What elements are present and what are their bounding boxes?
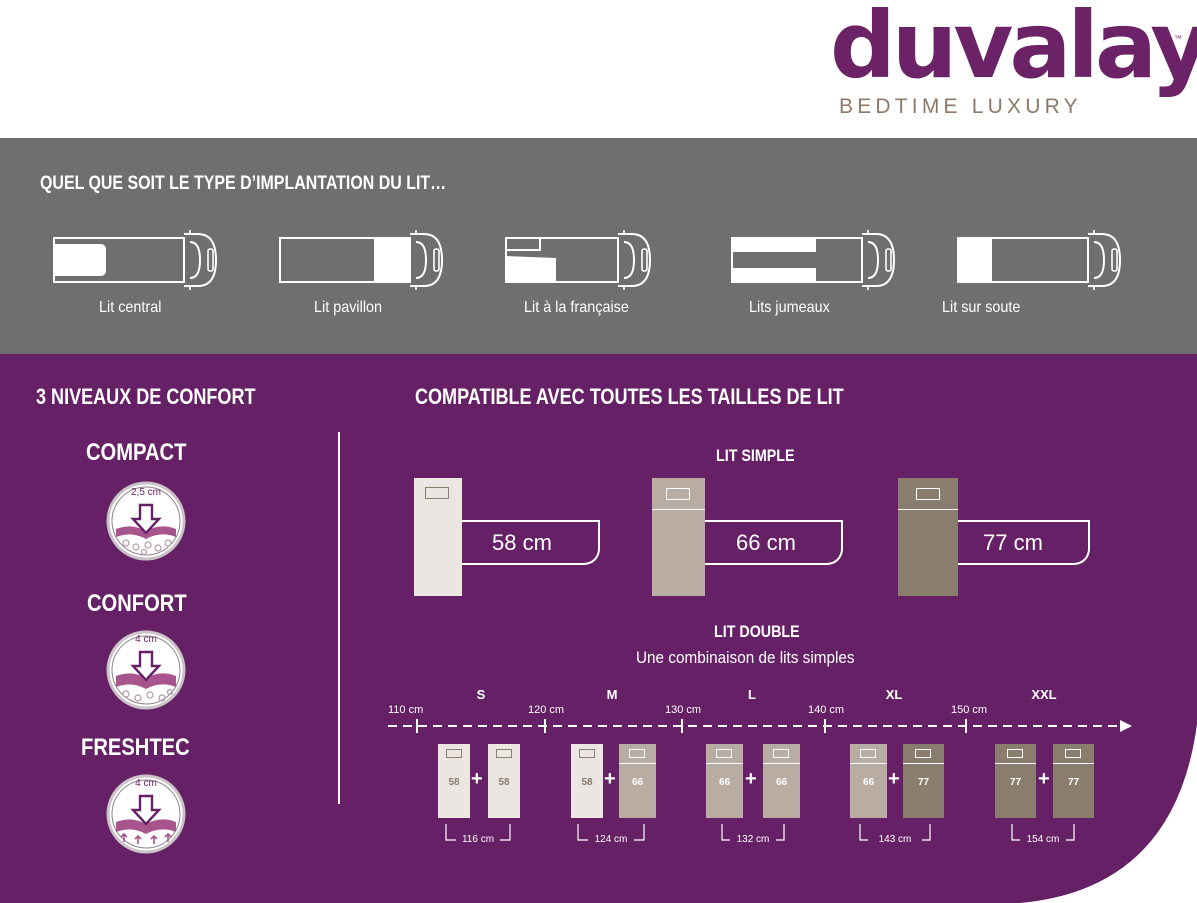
tier-s: S — [476, 687, 486, 702]
combo-s-bed-b: 58 — [488, 744, 520, 818]
layout-label-lits-jumeaux: Lits jumeaux — [749, 299, 830, 316]
combo-l-total: 132 cm — [736, 834, 770, 845]
level-confort-title: CONFORT — [86, 590, 187, 617]
freshtec-thickness: 4 cm — [135, 778, 157, 789]
single-bed-66 — [652, 478, 705, 596]
comfort-title: 3 NIVEAUX DE CONFORT — [36, 384, 256, 409]
combo-xxl-plus: + — [1038, 768, 1050, 790]
pillow-icon — [1007, 749, 1023, 758]
single-bed-title: LIT SIMPLE — [716, 446, 795, 465]
double-bed-subtitle: Une combinaison de lits simples — [636, 648, 855, 667]
compact-badge-icon — [106, 481, 186, 561]
combo-xl-plus: + — [888, 768, 900, 790]
layout-label-lit-soute: Lit sur soute — [942, 299, 1021, 316]
layout-icon-lit-francaise — [505, 229, 651, 291]
purple-panel: 3 NIVEAUX DE CONFORT COMPACT CONFORT FRE… — [0, 354, 1197, 903]
scale-tick-140: 140 cm — [808, 704, 845, 716]
combo-xxl-b-value: 77 — [1067, 777, 1080, 788]
single-width-box-66 — [705, 520, 843, 565]
combo-s-bed-a: 58 — [438, 744, 470, 818]
combo-xl-b-value: 77 — [917, 777, 930, 788]
layout-section-title: QUEL QUE SOIT LE TYPE D’IMPLANTATION DU … — [40, 173, 447, 194]
double-bed-title: LIT DOUBLE — [714, 622, 800, 641]
pillow-icon — [629, 749, 645, 758]
layout-icon-lit-central — [53, 229, 217, 291]
combo-m-plus: + — [604, 768, 616, 790]
level-compact-title: COMPACT — [86, 439, 187, 466]
single-width-66: 66 cm — [736, 530, 796, 555]
purple-panel-background — [0, 354, 1197, 903]
combo-xl-bed-b: 77 — [903, 744, 944, 818]
size-scale-arrow — [388, 719, 1132, 733]
layout-icon-lits-jumeaux — [731, 229, 895, 291]
pillow-icon — [425, 487, 449, 499]
layout-label-lit-pavillon: Lit pavillon — [314, 299, 383, 316]
pillow-icon — [916, 488, 940, 500]
tier-l: L — [748, 687, 756, 702]
combo-s-plus: + — [471, 768, 483, 790]
combo-l-bed-a: 66 — [706, 744, 743, 818]
single-bed-58 — [414, 478, 462, 596]
layout-icon-lit-pavillon — [279, 229, 443, 291]
single-width-77: 77 cm — [983, 530, 1043, 555]
combo-xxl-bed-b: 77 — [1053, 744, 1094, 818]
scale-tick-120: 120 cm — [528, 704, 565, 716]
combo-l-plus: + — [745, 768, 757, 790]
layout-icon-lit-soute — [957, 229, 1121, 291]
pillow-icon — [446, 749, 462, 758]
layout-label-lit-central: Lit central — [99, 299, 162, 316]
combo-xxl-bed-a: 77 — [995, 744, 1036, 818]
combo-m-bed-a: 58 — [571, 744, 603, 818]
combo-m-bed-b: 66 — [619, 744, 656, 818]
combo-xl-bed-a: 66 — [850, 744, 887, 818]
combo-xxl-total: 154 cm — [1026, 834, 1060, 845]
layout-label-lit-francaise: Lit à la française — [523, 299, 629, 316]
pillow-icon — [579, 749, 595, 758]
combo-xl-total: 143 cm — [878, 834, 912, 845]
combo-xl-a-value: 66 — [862, 777, 875, 788]
pillow-icon — [1065, 749, 1081, 758]
layout-icons — [53, 229, 1121, 291]
comfort-badges — [106, 432, 340, 854]
sizes-title: COMPATIBLE AVEC TOUTES LES TAILLES DE LI… — [415, 384, 844, 409]
pillow-icon — [860, 749, 876, 758]
combo-s-b-value: 58 — [498, 777, 510, 788]
level-freshtec-title: FRESHTEC — [81, 734, 190, 761]
scale-tick-130: 130 cm — [665, 704, 702, 716]
tier-xl: XL — [885, 687, 903, 702]
combo-xxl-a-value: 77 — [1009, 777, 1022, 788]
pillow-icon — [666, 488, 690, 500]
confort-badge-icon — [106, 630, 186, 710]
single-width-58: 58 cm — [492, 530, 552, 555]
pillow-icon — [773, 749, 789, 758]
combo-m-a-value: 58 — [581, 777, 593, 788]
compact-thickness: 2,5 cm — [130, 487, 161, 498]
pillow-icon — [915, 749, 931, 758]
logo-trademark: ™ — [1174, 34, 1182, 43]
combo-l-b-value: 66 — [775, 777, 788, 788]
scale-tick-110: 110 cm — [388, 704, 424, 716]
scale-tick-150: 150 cm — [951, 704, 988, 716]
pillow-icon — [716, 749, 732, 758]
layout-section: QUEL QUE SOIT LE TYPE D’IMPLANTATION DU … — [0, 138, 1197, 354]
tier-xxl: XXL — [1031, 687, 1057, 702]
combo-s-a-value: 58 — [448, 777, 460, 788]
combo-l-a-value: 66 — [718, 777, 731, 788]
logo-wordmark: duvalay — [830, 0, 1197, 99]
freshtec-badge-icon — [106, 774, 186, 854]
single-width-box-58 — [462, 520, 600, 565]
combo-m-total: 124 cm — [594, 834, 628, 845]
single-width-box-77 — [958, 520, 1090, 565]
combo-l-bed-b: 66 — [763, 744, 800, 818]
single-bed-77 — [898, 478, 958, 596]
combo-s-total: 116 cm — [461, 834, 495, 845]
tier-m: M — [606, 687, 618, 702]
confort-thickness: 4 cm — [135, 634, 157, 645]
pillow-icon — [496, 749, 512, 758]
combo-m-b-value: 66 — [631, 777, 644, 788]
total-width-brackets — [445, 824, 1075, 841]
logo-tagline: BEDTIME LUXURY — [839, 95, 1082, 118]
